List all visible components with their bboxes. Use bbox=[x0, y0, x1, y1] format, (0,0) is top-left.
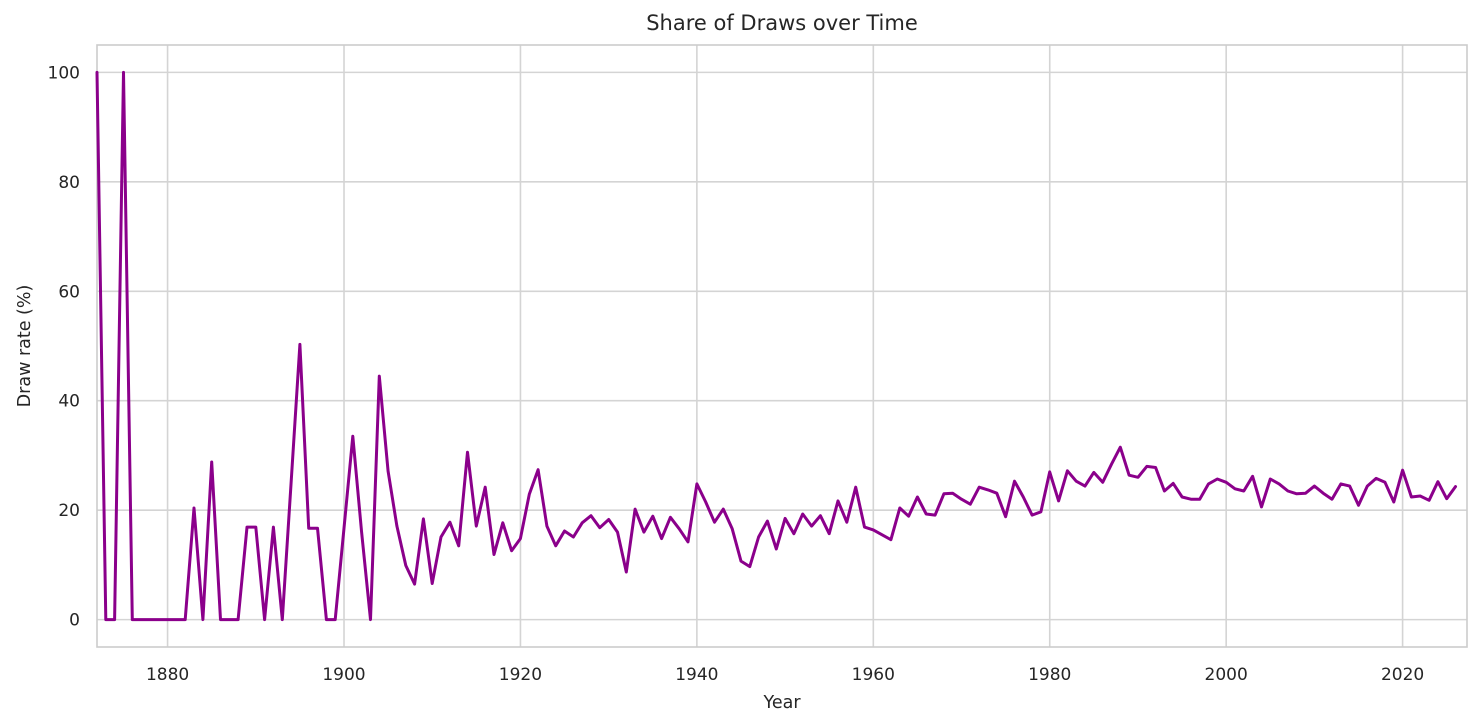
x-tick-label: 1920 bbox=[499, 665, 542, 685]
y-tick-label: 100 bbox=[48, 63, 80, 83]
x-axis-label: Year bbox=[762, 693, 801, 713]
y-tick-label: 0 bbox=[69, 611, 80, 631]
y-tick-label: 40 bbox=[58, 392, 80, 412]
x-tick-label: 1960 bbox=[852, 665, 895, 685]
y-tick-label: 80 bbox=[58, 173, 80, 193]
y-tick-label: 60 bbox=[58, 282, 80, 302]
x-tick-label: 1880 bbox=[146, 665, 189, 685]
x-tick-label: 2020 bbox=[1381, 665, 1424, 685]
plot-frame bbox=[96, 44, 1468, 648]
x-tick-label: 2000 bbox=[1205, 665, 1248, 685]
y-tick-label: 20 bbox=[58, 501, 80, 521]
tick-label-layer: 1880 1900 1920 1940 1960 1980 2000 2020 0 20 40 60 8… bbox=[48, 63, 1425, 685]
grid-layer bbox=[97, 45, 1467, 647]
draw-rate-line-series bbox=[95, 70, 1457, 622]
x-tick-label: 1900 bbox=[322, 665, 365, 685]
x-tick-label: 1980 bbox=[1028, 665, 1071, 685]
y-axis-label: Draw rate (%) bbox=[15, 285, 35, 408]
x-tick-label: 1940 bbox=[675, 665, 718, 685]
chart-title: Share of Draws over Time bbox=[646, 11, 918, 35]
